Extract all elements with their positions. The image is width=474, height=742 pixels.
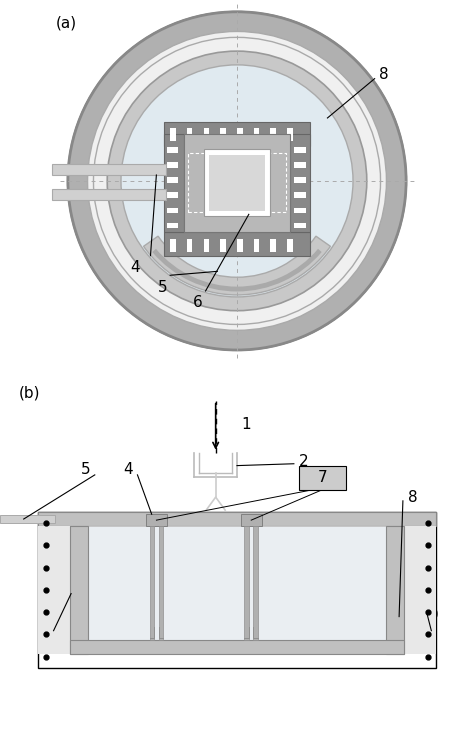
Text: 3: 3 xyxy=(47,594,57,608)
Bar xyxy=(164,122,310,145)
Bar xyxy=(166,223,178,228)
Text: 9: 9 xyxy=(429,608,439,623)
Text: 1: 1 xyxy=(242,417,251,433)
Bar xyxy=(294,147,306,153)
Bar xyxy=(166,192,178,198)
Bar xyxy=(271,239,276,252)
Ellipse shape xyxy=(88,31,386,330)
Text: 8: 8 xyxy=(379,68,388,82)
Text: 5: 5 xyxy=(157,280,167,295)
Text: 2: 2 xyxy=(299,454,308,470)
Bar xyxy=(294,223,306,228)
Text: 6: 6 xyxy=(232,605,242,620)
Bar xyxy=(203,239,209,252)
Bar xyxy=(52,188,166,200)
Bar xyxy=(70,526,88,654)
Text: 8: 8 xyxy=(408,490,417,505)
Text: 4: 4 xyxy=(123,462,133,477)
Bar xyxy=(38,526,70,654)
Bar xyxy=(52,164,166,175)
Bar xyxy=(404,526,436,654)
Text: 4: 4 xyxy=(130,260,139,275)
Text: 5: 5 xyxy=(81,462,90,477)
Bar xyxy=(294,162,306,168)
Bar xyxy=(287,128,292,141)
Bar xyxy=(146,514,167,526)
Bar xyxy=(187,239,192,252)
Bar xyxy=(294,177,306,183)
Bar xyxy=(237,239,243,252)
Bar xyxy=(290,134,310,232)
Bar xyxy=(38,512,436,526)
Bar xyxy=(287,239,292,252)
Bar xyxy=(294,208,306,213)
Bar xyxy=(166,162,178,168)
Bar xyxy=(203,128,209,141)
Bar xyxy=(38,512,436,668)
Bar xyxy=(0,515,55,524)
Text: (b): (b) xyxy=(19,386,40,401)
Bar xyxy=(253,526,258,640)
Bar xyxy=(166,208,178,213)
Ellipse shape xyxy=(93,37,381,324)
Bar xyxy=(158,526,163,640)
Bar xyxy=(164,134,184,232)
Bar xyxy=(299,466,346,490)
Bar xyxy=(209,154,265,211)
Text: 6: 6 xyxy=(193,295,202,310)
Bar xyxy=(271,128,276,141)
Ellipse shape xyxy=(107,51,367,311)
Ellipse shape xyxy=(68,12,406,350)
Bar xyxy=(254,128,259,141)
Text: 7: 7 xyxy=(318,470,327,485)
Bar xyxy=(149,526,155,640)
Bar xyxy=(386,526,404,654)
Bar xyxy=(170,239,176,252)
Bar xyxy=(70,640,404,654)
Bar xyxy=(164,232,310,255)
Bar xyxy=(294,192,306,198)
Ellipse shape xyxy=(121,65,353,297)
Bar xyxy=(241,514,262,526)
Text: (a): (a) xyxy=(56,16,77,30)
Bar xyxy=(187,128,192,141)
Bar xyxy=(220,239,226,252)
Bar xyxy=(237,128,243,141)
Bar xyxy=(88,526,386,640)
Bar xyxy=(184,134,290,232)
Ellipse shape xyxy=(68,12,406,350)
Bar xyxy=(203,149,271,217)
Bar xyxy=(254,239,259,252)
Bar xyxy=(245,526,249,640)
Bar xyxy=(166,177,178,183)
Wedge shape xyxy=(144,236,330,295)
Bar xyxy=(166,147,178,153)
Bar xyxy=(220,128,226,141)
Bar xyxy=(170,128,176,141)
